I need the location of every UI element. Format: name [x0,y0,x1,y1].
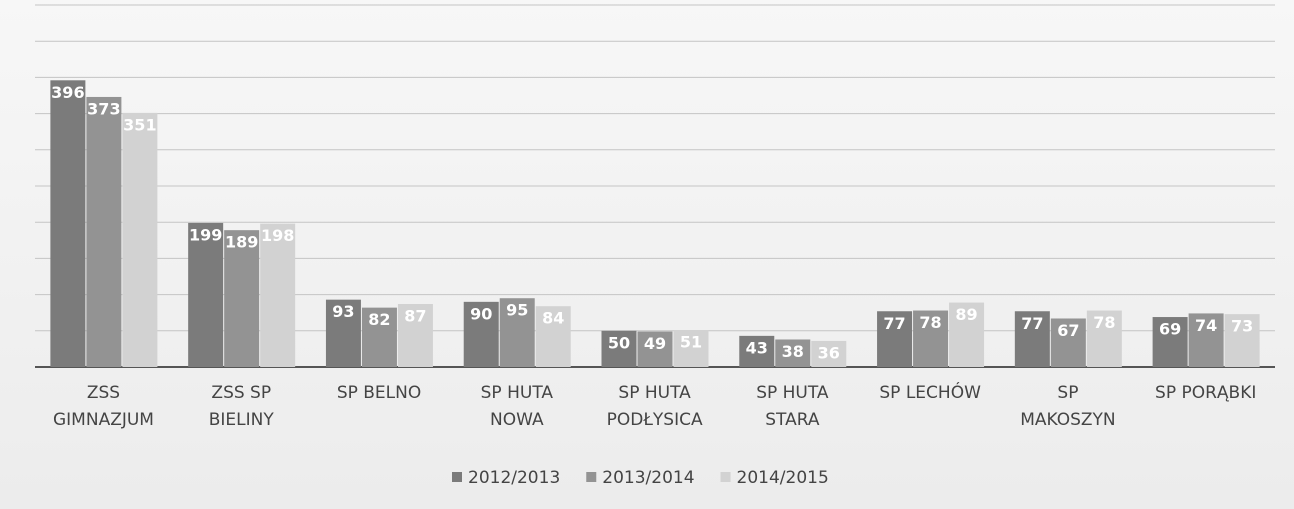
bar [122,112,158,367]
bar [463,301,499,367]
bar [499,298,535,367]
legend-swatch [452,472,462,482]
value-label: 90 [470,304,492,323]
value-label: 93 [332,302,354,321]
value-label: 373 [87,99,120,118]
value-label: 78 [919,313,941,332]
bar [1014,311,1050,367]
value-label: 198 [261,226,294,245]
bar [1224,314,1260,367]
legend-label: 2013/2014 [602,468,694,488]
bar [260,223,296,367]
value-label: 74 [1195,316,1217,335]
x-tick-label: ZSS GIMNAZJUM [53,383,154,430]
value-label: 95 [506,301,528,320]
bar [739,335,775,367]
legend-label: 2014/2015 [737,468,829,488]
bar [811,340,847,367]
legend-swatch [720,472,731,482]
x-tick-label: SP HUTA STARA [756,383,829,430]
bar [949,302,985,367]
legend-swatch [586,472,597,482]
value-label: 77 [883,314,905,333]
bar [86,96,122,367]
value-label: 49 [644,334,666,353]
value-label: 50 [608,333,630,352]
legend-label: 2012/2013 [468,468,560,488]
value-label: 189 [225,233,258,252]
value-label: 82 [368,310,390,329]
bar [325,299,361,367]
x-tick-label: SP PORĄBKI [1155,383,1257,403]
bar [50,80,86,368]
value-label: 396 [51,83,84,102]
bar [775,339,811,367]
bar [673,330,709,367]
x-tick-label: SP BELNO [336,383,422,403]
value-label: 84 [542,309,564,328]
x-tick-label: SP MAKOSZYN [1020,383,1116,430]
bar [1152,317,1188,367]
bar [1188,313,1224,367]
bar [601,330,637,367]
value-label: 77 [1021,314,1043,333]
bar [1050,318,1086,367]
value-label: 43 [746,338,768,357]
bar [535,306,571,367]
value-label: 87 [404,307,426,326]
value-label: 38 [782,342,804,361]
bar [397,304,433,367]
value-label: 89 [955,305,977,324]
bar [1086,310,1122,367]
x-tick-label: SP HUTA NOWA [480,383,554,430]
value-label: 69 [1159,320,1181,339]
value-label: 73 [1231,317,1253,336]
x-tick-label: ZSS SP BIELINY [208,383,274,430]
bar [188,222,224,367]
value-label: 51 [680,333,702,352]
value-label: 351 [123,115,156,134]
x-tick-label: SP HUTA PODŁYSICA [606,383,703,430]
x-tick-label: SP LECHÓW [879,383,981,403]
value-label: 78 [1093,313,1115,332]
bar [877,311,913,367]
bar [637,331,673,367]
value-label: 36 [818,343,840,362]
value-label: 199 [189,225,222,244]
value-label: 67 [1057,321,1079,340]
bar [224,230,260,367]
bar [361,307,397,367]
bar [913,310,949,367]
